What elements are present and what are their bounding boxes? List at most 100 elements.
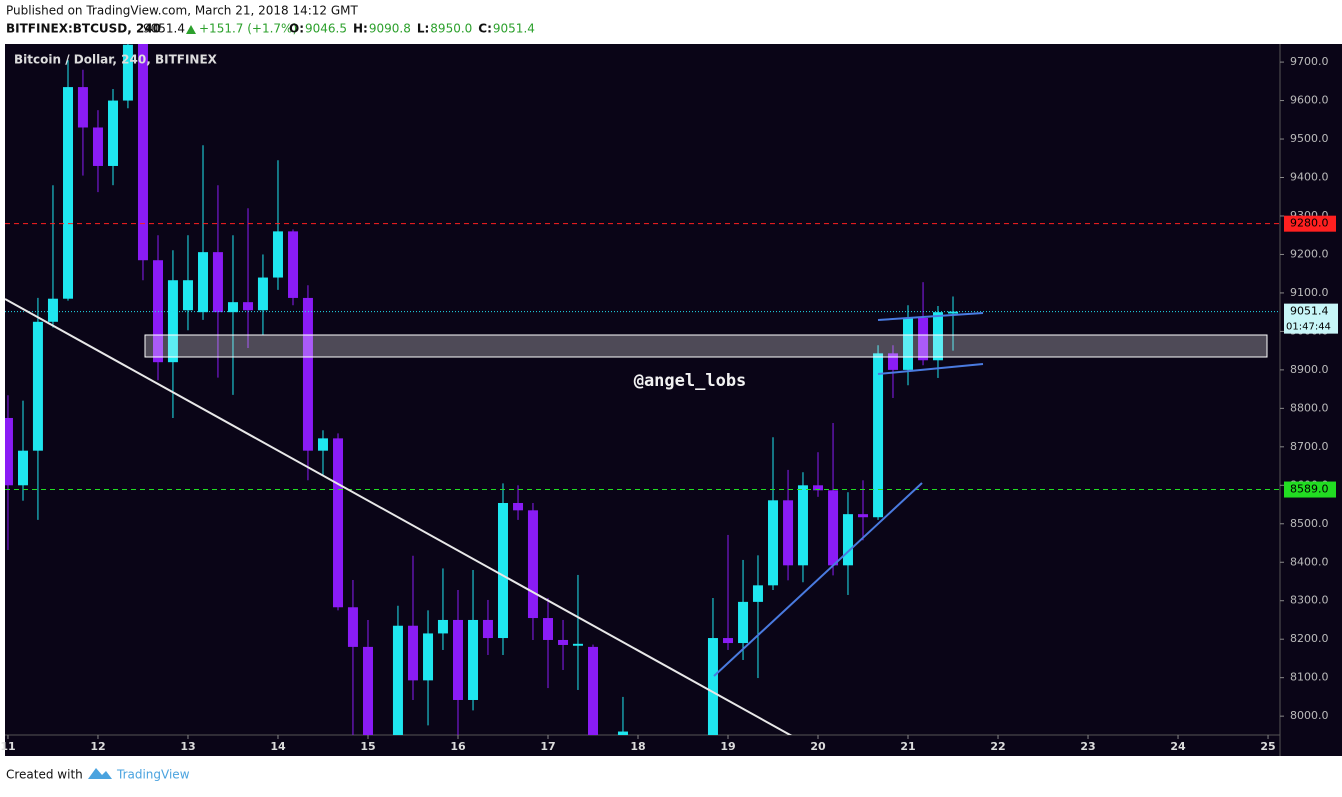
ohlc-label: H: bbox=[353, 22, 368, 36]
candle-body bbox=[227, 302, 238, 313]
candle-body bbox=[257, 277, 268, 311]
ohlc-value: 8950.0 bbox=[430, 22, 472, 36]
x-tick-label: 22 bbox=[990, 740, 1005, 753]
ohlc-label: L: bbox=[417, 22, 429, 36]
footer-brand[interactable]: TradingView bbox=[116, 768, 190, 782]
x-tick-label: 13 bbox=[180, 740, 195, 753]
y-tick-label: 9400.0 bbox=[1290, 171, 1329, 184]
x-tick-label: 17 bbox=[540, 740, 555, 753]
candle-body bbox=[272, 231, 283, 278]
candle-body bbox=[468, 619, 479, 700]
candle-body bbox=[948, 311, 959, 314]
candle-body bbox=[362, 646, 373, 735]
ohlc-value: 9051.4 bbox=[493, 22, 535, 36]
y-tick-label: 8700.0 bbox=[1290, 440, 1329, 453]
x-tick-label: 24 bbox=[1170, 740, 1186, 753]
candle-body bbox=[423, 633, 434, 681]
ohlc-label: O: bbox=[289, 22, 304, 36]
candle-body bbox=[482, 619, 493, 639]
candle-body bbox=[122, 44, 133, 101]
x-tick-label: 12 bbox=[90, 740, 105, 753]
x-tick-label: 14 bbox=[270, 740, 286, 753]
candle-body bbox=[77, 87, 88, 128]
candle-body bbox=[18, 450, 29, 486]
price-scale bbox=[1280, 44, 1342, 756]
candle-body bbox=[47, 298, 58, 322]
tradingview-logo bbox=[88, 768, 112, 779]
candle-body bbox=[797, 485, 808, 566]
candle-body bbox=[572, 643, 583, 646]
candle-body bbox=[333, 438, 344, 608]
countdown: 01:47:44 bbox=[1286, 322, 1331, 333]
candle-body bbox=[137, 44, 148, 261]
y-tick-label: 8300.0 bbox=[1290, 594, 1329, 607]
x-tick-label: 16 bbox=[450, 740, 466, 753]
candle-body bbox=[738, 601, 749, 644]
symbol-header: BITFINEX:BTCUSD, 240 9051.4 +151.7 (+1.7… bbox=[6, 22, 535, 36]
candle-body bbox=[437, 619, 448, 634]
ohlc-label: C: bbox=[478, 22, 492, 36]
candle-body bbox=[32, 321, 43, 451]
x-tick-label: 18 bbox=[630, 740, 645, 753]
candle-body bbox=[828, 490, 839, 566]
x-tick-label: 19 bbox=[720, 740, 735, 753]
time-scale bbox=[5, 735, 1280, 756]
ohlc-value: 9090.8 bbox=[369, 22, 411, 36]
x-tick-label: 23 bbox=[1080, 740, 1095, 753]
x-tick-label: 11 bbox=[0, 740, 15, 753]
candle-body bbox=[167, 280, 178, 363]
x-tick-label: 21 bbox=[900, 740, 915, 753]
candle-body bbox=[887, 353, 898, 370]
candle-body bbox=[392, 625, 403, 735]
y-tick-label: 8100.0 bbox=[1290, 671, 1329, 684]
candle-body bbox=[243, 302, 254, 311]
candle-body bbox=[198, 252, 209, 313]
candle-body bbox=[707, 638, 718, 735]
published-note: Published on TradingView.com, March 21, … bbox=[6, 4, 359, 18]
candle-body bbox=[302, 297, 313, 451]
channel-line bbox=[877, 363, 984, 375]
candle-body bbox=[813, 485, 824, 491]
footer-text: Created with bbox=[6, 768, 83, 782]
candle-body bbox=[858, 514, 869, 518]
trend-line bbox=[713, 482, 923, 677]
up-arrow bbox=[186, 25, 196, 34]
trend-line bbox=[5, 298, 793, 735]
y-tick-label: 8800.0 bbox=[1290, 401, 1329, 414]
candle-body bbox=[752, 585, 763, 602]
x-tick-label: 15 bbox=[360, 740, 375, 753]
candle-body bbox=[542, 618, 553, 640]
candle-body bbox=[92, 127, 103, 166]
chart-title: Bitcoin / Dollar, 240, BITFINEX bbox=[14, 53, 218, 67]
candle-body bbox=[873, 353, 884, 518]
y-tick-label: 9600.0 bbox=[1290, 94, 1329, 107]
y-tick-label: 8000.0 bbox=[1290, 709, 1329, 722]
price-tag bbox=[1284, 303, 1338, 334]
x-tick-label: 25 bbox=[1260, 740, 1275, 753]
candle-body bbox=[723, 638, 734, 644]
ohlc-value: 9046.5 bbox=[305, 22, 347, 36]
y-tick-label: 8400.0 bbox=[1290, 555, 1329, 568]
drawings bbox=[5, 298, 1268, 735]
y-tick-label: 9700.0 bbox=[1290, 55, 1329, 68]
candle-body bbox=[288, 231, 299, 298]
level-label: 8589.0 bbox=[1290, 483, 1329, 496]
candle-body bbox=[768, 500, 779, 586]
candle-body bbox=[932, 312, 943, 361]
candle-body bbox=[558, 639, 569, 645]
candle-body bbox=[513, 502, 524, 511]
candle-body bbox=[587, 646, 598, 735]
y-tick-label: 9500.0 bbox=[1290, 132, 1329, 145]
candle-body bbox=[5, 417, 13, 486]
candle-body bbox=[783, 500, 794, 566]
level-label: 9280.0 bbox=[1290, 217, 1329, 230]
support-zone bbox=[144, 334, 1268, 358]
candle-body bbox=[212, 252, 223, 313]
watermark: @angel_lobs bbox=[634, 371, 747, 391]
plot-background bbox=[5, 44, 1342, 735]
y-tick-label: 9100.0 bbox=[1290, 286, 1329, 299]
candle-body bbox=[497, 502, 508, 639]
candle-body bbox=[527, 510, 538, 619]
channel-line bbox=[877, 312, 984, 321]
